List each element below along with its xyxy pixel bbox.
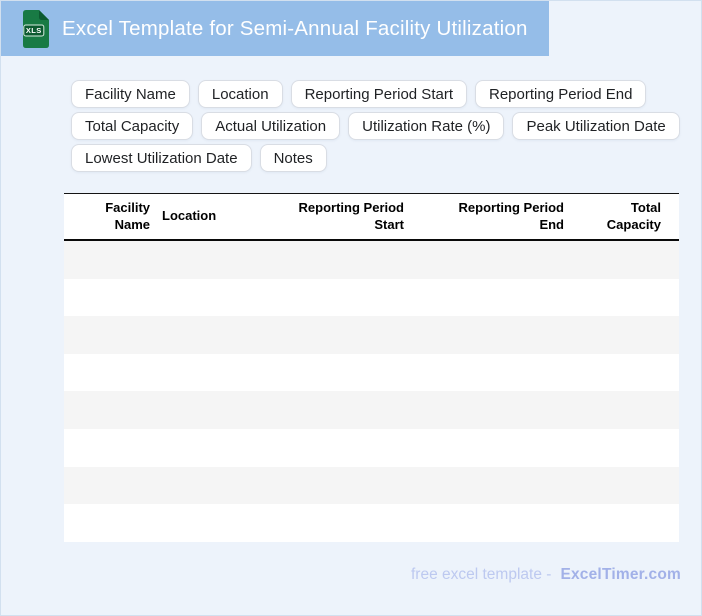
table-row [64, 353, 679, 392]
table-row [64, 466, 679, 505]
table-row [64, 391, 679, 429]
spreadsheet-preview: Facility Name Location Reporting Period … [64, 193, 679, 542]
chip-peak-utilization-date[interactable]: Peak Utilization Date [512, 112, 680, 140]
chip-notes[interactable]: Notes [259, 144, 327, 172]
footer-label: free excel template - [411, 566, 552, 583]
page-title: Excel Template for Semi-Annual Facility … [62, 16, 528, 40]
chip-row-3: Lowest Utilization Date Notes [71, 144, 675, 172]
header-line: Start [374, 216, 404, 232]
chip-total-capacity[interactable]: Total Capacity [71, 112, 194, 140]
header-line: End [539, 216, 564, 232]
column-header-reporting-period-end: Reporting Period End [412, 194, 574, 239]
chip-reporting-period-end[interactable]: Reporting Period End [475, 80, 647, 108]
header-line: Location [162, 208, 217, 224]
table-row [64, 504, 679, 542]
chip-facility-name[interactable]: Facility Name [71, 80, 190, 108]
header-line: Name [114, 216, 150, 232]
chip-actual-utilization[interactable]: Actual Utilization [201, 112, 341, 140]
chip-lowest-utilization-date[interactable]: Lowest Utilization Date [71, 144, 252, 172]
column-header-location: Location [154, 194, 230, 239]
column-header-total-capacity: Total Capacity [574, 194, 679, 239]
table-row [64, 241, 679, 279]
header-line: Facility [105, 200, 150, 215]
table-row [64, 278, 679, 317]
chip-location[interactable]: Location [197, 80, 283, 108]
footer: free excel template - ExcelTimer.com [411, 566, 681, 584]
table-row [64, 428, 679, 467]
table-body [64, 241, 679, 542]
chip-row-1: Facility Name Location Reporting Period … [71, 80, 675, 108]
column-header-facility-name: Facility Name [64, 194, 154, 239]
header-line: Reporting Period [298, 200, 404, 215]
field-chip-list: Facility Name Location Reporting Period … [71, 80, 680, 172]
title-bar: XLS Excel Template for Semi-Annual Facil… [1, 1, 549, 56]
header-line: Capacity [606, 216, 661, 232]
table-header-row: Facility Name Location Reporting Period … [64, 193, 679, 241]
column-header-reporting-period-start: Reporting Period Start [230, 194, 412, 239]
header-line: Total [630, 200, 661, 215]
xls-icon-label: XLS [26, 26, 42, 35]
chip-utilization-rate[interactable]: Utilization Rate (%) [348, 112, 505, 140]
chip-row-2: Total Capacity Actual Utilization Utiliz… [71, 112, 680, 140]
header-line: Reporting Period [458, 200, 564, 215]
table-row [64, 316, 679, 354]
xls-file-icon: XLS [23, 9, 49, 48]
chip-reporting-period-start[interactable]: Reporting Period Start [290, 80, 467, 108]
footer-brand-link[interactable]: ExcelTimer.com [560, 566, 681, 583]
